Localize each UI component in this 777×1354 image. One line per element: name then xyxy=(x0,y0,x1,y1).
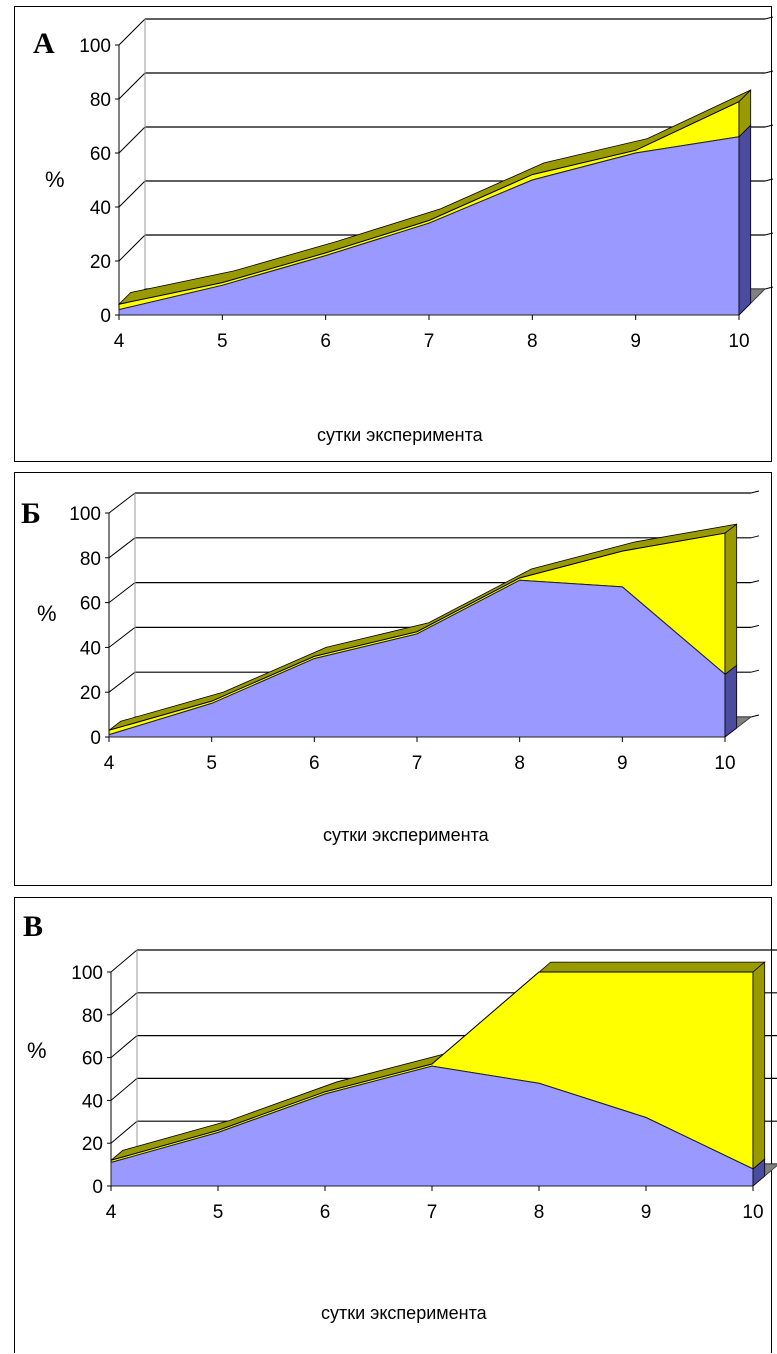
y-tick-label: 20 xyxy=(82,1134,103,1155)
gridline-diagonal xyxy=(108,671,136,693)
chart-panel-c: В % сутки эксперимента 0 20 40 60 80 100 4 5 6 7 8… xyxy=(14,897,777,1353)
chart-panel-b: Б % сутки эксперимента 0 20 40 60 80 100 4 5 6 7 8… xyxy=(14,472,772,886)
right-tick xyxy=(750,490,760,494)
x-tick-label: 9 xyxy=(630,331,641,352)
x-axis-label: сутки эксперимента xyxy=(321,1303,487,1323)
gridline-diagonal xyxy=(108,627,136,648)
right-tick xyxy=(764,124,774,128)
y-tick-label: 60 xyxy=(80,594,101,615)
y-tick-label: 80 xyxy=(80,549,101,570)
gridline-diagonal xyxy=(110,1035,138,1058)
x-tick-label: 8 xyxy=(527,331,538,352)
right-tick xyxy=(750,535,760,539)
right-tick xyxy=(750,714,760,718)
x-tick-label: 4 xyxy=(114,331,125,352)
y-tick-label: 80 xyxy=(90,90,111,111)
y-tick-label: 80 xyxy=(82,1006,103,1027)
x-tick-label: 4 xyxy=(104,753,115,774)
x-tick-label: 5 xyxy=(213,1202,224,1223)
series-1-side xyxy=(738,124,752,316)
right-tick xyxy=(750,624,760,628)
x-tick-label: 7 xyxy=(424,331,435,352)
x-tick-label: 9 xyxy=(617,753,628,774)
chart-panel-a: А % сутки эксперимента 0 20 40 60 80 100 4 5 6 7 8… xyxy=(14,6,774,462)
gridline-diagonal xyxy=(118,126,146,154)
y-tick-label: 100 xyxy=(71,963,103,984)
x-tick-label: 5 xyxy=(217,331,228,352)
x-axis-label: сутки эксперимента xyxy=(317,425,483,445)
x-tick-label: 10 xyxy=(714,753,735,774)
panel-label: А xyxy=(33,27,55,60)
x-tick-label: 7 xyxy=(427,1202,438,1223)
y-tick-label: 20 xyxy=(80,683,101,704)
y-tick-label: 0 xyxy=(92,1177,103,1198)
gridline-diagonal xyxy=(110,1078,138,1101)
gridline-diagonal xyxy=(118,72,146,100)
y-axis-label: % xyxy=(45,167,65,192)
right-tick xyxy=(764,232,774,236)
y-tick-label: 100 xyxy=(69,504,101,525)
y-tick-label: 60 xyxy=(82,1049,103,1070)
area-chart-b: 0 20 40 60 80 100 4 5 6 7 8 9 10 xyxy=(69,490,760,774)
right-tick xyxy=(764,178,774,182)
area-chart-a: 0 20 40 60 80 100 4 5 6 7 8 9 10 xyxy=(79,16,774,352)
x-tick-label: 6 xyxy=(320,1202,331,1223)
right-tick xyxy=(764,16,774,20)
x-axis-label: сутки эксперимента xyxy=(323,825,489,845)
y-axis-label: % xyxy=(27,1038,47,1063)
right-tick xyxy=(750,669,760,673)
y-tick-label: 20 xyxy=(90,252,111,273)
series-1-side xyxy=(724,664,738,738)
x-tick-label: 7 xyxy=(412,753,423,774)
gridline-diagonal xyxy=(118,180,146,208)
x-tick-label: 8 xyxy=(534,1202,545,1223)
y-tick-label: 40 xyxy=(90,198,111,219)
series-2-side xyxy=(738,89,752,138)
gridline-diagonal xyxy=(108,492,136,514)
gridline-diagonal xyxy=(108,537,136,559)
x-tick-label: 10 xyxy=(728,331,749,352)
x-tick-label: 9 xyxy=(641,1202,652,1223)
y-axis-label: % xyxy=(37,601,57,626)
right-tick xyxy=(764,286,774,290)
x-tick-label: 6 xyxy=(309,753,320,774)
gridline-diagonal xyxy=(110,1120,138,1144)
series-2-side xyxy=(724,523,738,676)
gridline-diagonal xyxy=(118,18,146,46)
y-tick-label: 100 xyxy=(79,36,111,57)
gridline-diagonal xyxy=(110,992,138,1016)
x-tick-label: 10 xyxy=(742,1202,763,1223)
y-tick-label: 0 xyxy=(90,728,101,749)
gridline-diagonal xyxy=(110,949,138,973)
x-tick-label: 6 xyxy=(320,331,331,352)
right-tick xyxy=(764,70,774,74)
panel-label: В xyxy=(23,910,44,943)
y-tick-label: 40 xyxy=(80,638,101,659)
gridline-diagonal xyxy=(108,582,136,603)
gridline-diagonal xyxy=(118,234,146,262)
series-2-side xyxy=(752,961,766,1170)
y-tick-label: 60 xyxy=(90,144,111,165)
panel-label: Б xyxy=(21,497,41,530)
y-tick-label: 40 xyxy=(82,1091,103,1112)
x-tick-label: 5 xyxy=(206,753,217,774)
x-tick-label: 4 xyxy=(106,1202,117,1223)
y-tick-label: 0 xyxy=(100,306,111,327)
x-tick-label: 8 xyxy=(514,753,525,774)
series-1-area xyxy=(108,579,726,738)
series-1-area xyxy=(118,136,740,316)
area-chart-c: 0 20 40 60 80 100 4 5 6 7 8 9 10 xyxy=(71,949,777,1223)
right-tick xyxy=(750,580,760,584)
